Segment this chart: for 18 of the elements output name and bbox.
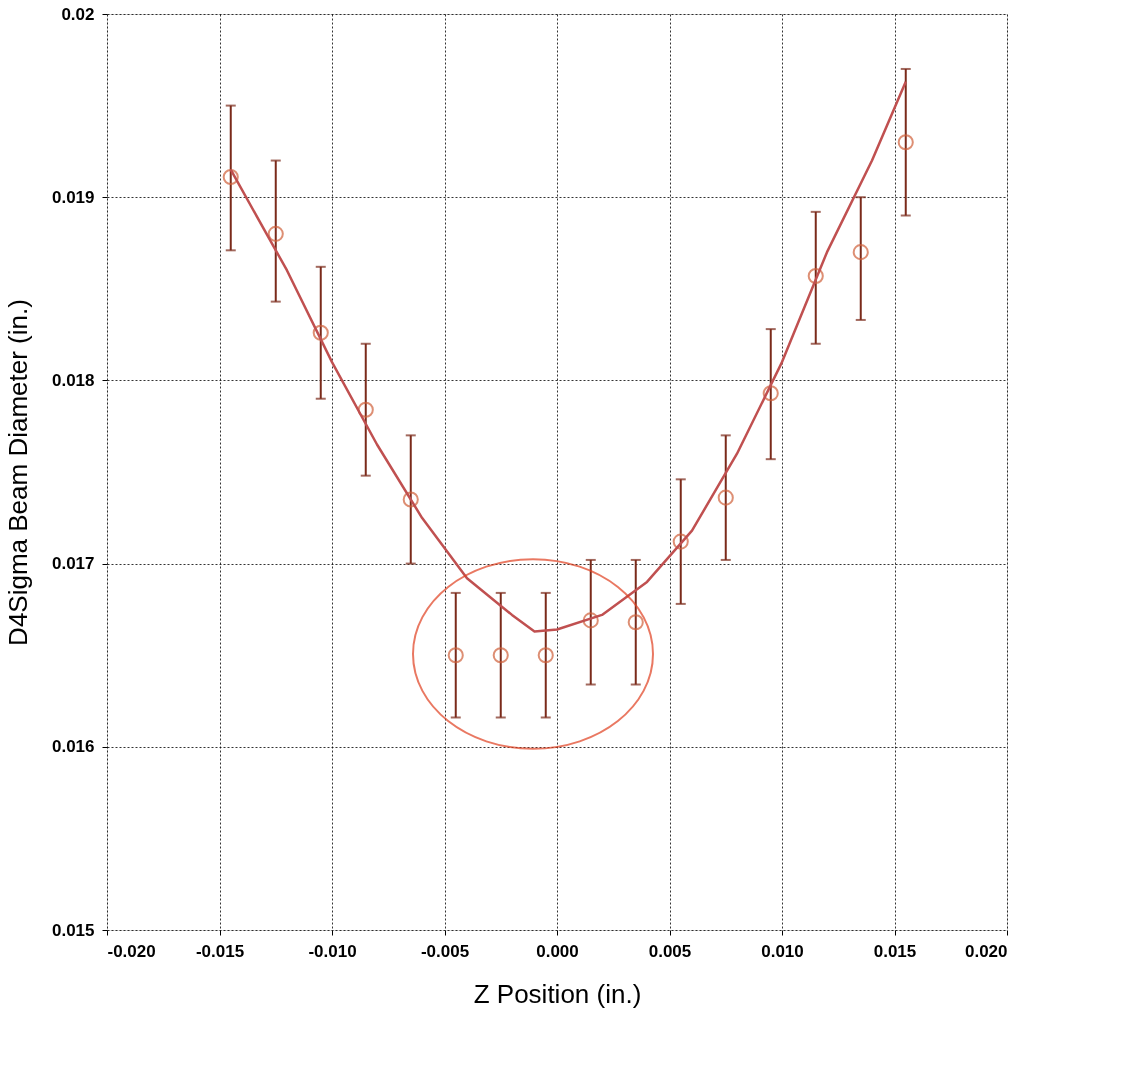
y-axis-title: D4Sigma Beam Diameter (in.)	[2, 299, 33, 646]
x-tick-label: -0.010	[308, 941, 357, 961]
line-series	[229, 80, 907, 633]
x-tick-label: 0.005	[648, 941, 692, 961]
x-tick-label: -0.005	[420, 941, 470, 961]
x-tick-label: 0.010	[761, 941, 804, 961]
y-tick-label: 0.015	[51, 920, 95, 940]
x-tick-label: 0.000	[536, 941, 579, 961]
y-tick-label: 0.018	[51, 370, 95, 390]
y-tick-label: 0.02	[61, 4, 95, 24]
y-tick-label: 0.019	[51, 187, 95, 207]
x-tick-label: 0.020	[964, 941, 1008, 961]
x-tick-label: -0.020	[107, 941, 156, 961]
y-tick-label: 0.016	[51, 737, 95, 757]
y-tick-label: 0.017	[51, 554, 95, 574]
x-axis-title: Z Position (in.)	[473, 978, 642, 1009]
x-tick-label: 0.015	[873, 941, 917, 961]
x-tick-label: -0.015	[195, 941, 245, 961]
